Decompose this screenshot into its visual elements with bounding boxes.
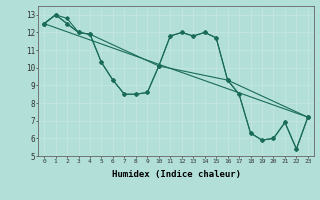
- X-axis label: Humidex (Indice chaleur): Humidex (Indice chaleur): [111, 170, 241, 179]
